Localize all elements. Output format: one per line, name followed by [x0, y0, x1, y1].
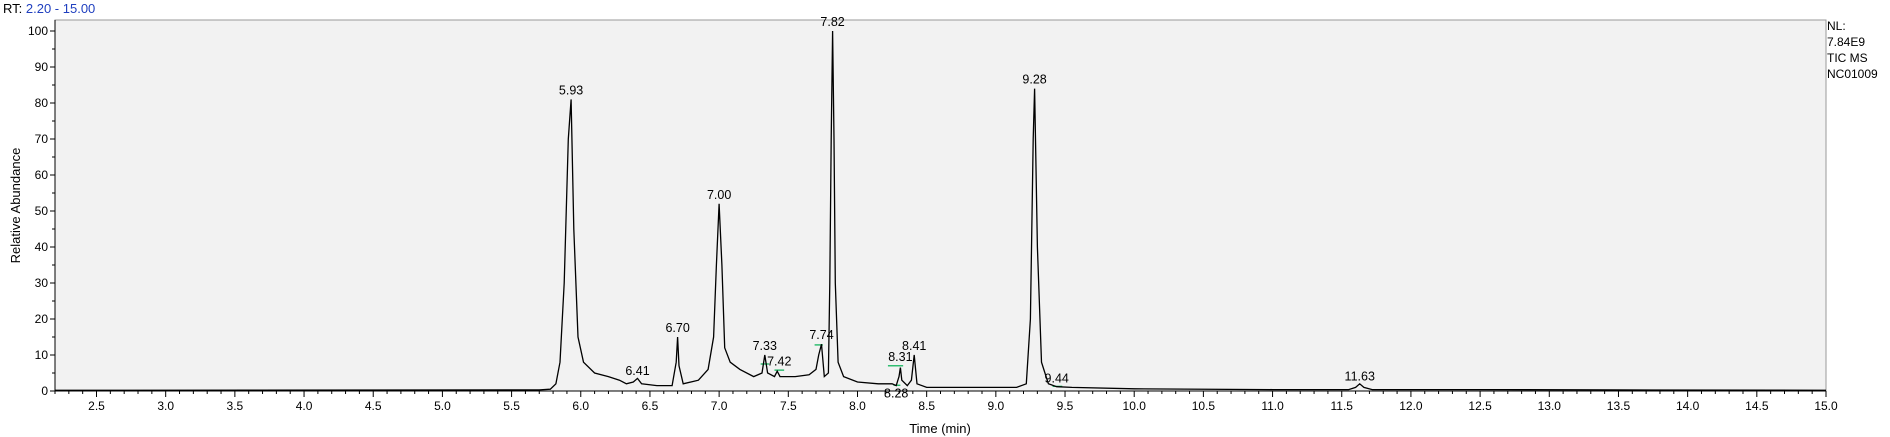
x-tick-label: 2.5	[88, 399, 105, 413]
rt-range: RT: 2.20 - 15.00	[3, 1, 95, 16]
peak-label: 5.93	[559, 83, 583, 97]
peak-labels: 5.93 6.41 6.70 7.00 7.337.42 7.74 7.82 8.31 8.28…	[559, 15, 1375, 400]
x-tick-label: 12.0	[1399, 399, 1423, 413]
peak-label: 8.41	[902, 339, 926, 353]
x-tick-label: 6.0	[572, 399, 589, 413]
peak-label: 9.28	[1022, 73, 1046, 87]
x-tick-label: 4.5	[365, 399, 382, 413]
rt-range-value: 2.20 - 15.00	[25, 1, 96, 16]
x-tick-label: 4.0	[296, 399, 313, 413]
y-tick-label: 70	[35, 132, 49, 146]
side-info-panel: NL: 7.84E9 TIC MS NC01009	[1827, 18, 1878, 82]
x-tick-label: 14.5	[1745, 399, 1769, 413]
side-info-line: NC01009	[1827, 67, 1878, 81]
x-tick-label: 8.5	[918, 399, 935, 413]
x-tick-label: 11.0	[1261, 399, 1284, 413]
x-tick-label: 15.0	[1814, 399, 1838, 413]
peak-label: 7.82	[820, 15, 844, 29]
peak-label: 6.41	[625, 364, 649, 378]
peak-label: 9.44	[1045, 371, 1069, 385]
x-tick-label: 12.5	[1468, 399, 1492, 413]
x-tick-label: 13.0	[1538, 399, 1562, 413]
peak-label: 7.00	[707, 188, 731, 202]
y-tick-label: 40	[35, 240, 49, 254]
plot-area	[54, 19, 1827, 392]
x-tick-label: 10.5	[1192, 399, 1216, 413]
x-axis: 2.5 3.0 3.5 4.0 4.5 5.0 5.5 6.0 6.5 7.0 7.5 8.0 8.5 9…	[54, 390, 1838, 413]
y-axis-title: Relative Abundance	[8, 148, 23, 264]
y-tick-label: 20	[35, 312, 49, 326]
y-tick-label: 30	[35, 276, 49, 290]
y-axis: 0 10 20 30 40 50 60 70 80 90 100	[28, 20, 56, 398]
y-tick-label: 100	[28, 24, 48, 38]
x-axis-title: Time (min)	[909, 421, 971, 436]
peak-label: 7.42	[767, 354, 791, 368]
side-info-line: TIC MS	[1827, 51, 1868, 65]
rt-range-label: RT:	[3, 1, 23, 16]
side-info-line: NL:	[1827, 19, 1846, 33]
x-tick-label: 3.5	[227, 399, 244, 413]
peak-label: 7.74	[809, 328, 833, 342]
y-tick-label: 50	[35, 204, 49, 218]
peak-label: 8.31	[888, 350, 912, 364]
y-tick-label: 60	[35, 168, 49, 182]
x-tick-label: 3.0	[157, 399, 174, 413]
side-info-line: 7.84E9	[1827, 35, 1866, 49]
x-tick-label: 6.5	[642, 399, 659, 413]
x-tick-label: 9.0	[988, 399, 1005, 413]
x-tick-label: 5.5	[503, 399, 520, 413]
peak-label: 7.33	[753, 339, 777, 353]
x-tick-label: 7.5	[780, 399, 797, 413]
x-tick-label: 13.5	[1607, 399, 1631, 413]
tic-trace	[54, 30, 1827, 391]
y-tick-label: 80	[35, 96, 49, 110]
peak-label: 11.63	[1345, 370, 1375, 384]
y-tick-label: 0	[41, 384, 48, 398]
peak-label: 6.70	[665, 321, 689, 335]
x-tick-label: 10.0	[1123, 399, 1147, 413]
y-tick-label: 10	[35, 348, 49, 362]
x-tick-label: 9.5	[1057, 399, 1074, 413]
peak-label: 8.28	[884, 386, 908, 400]
x-tick-label: 8.0	[849, 399, 866, 413]
y-tick-label: 90	[35, 60, 49, 74]
x-tick-label: 5.0	[434, 399, 451, 413]
x-tick-label: 7.0	[711, 399, 728, 413]
x-tick-label: 14.0	[1676, 399, 1700, 413]
x-tick-label: 11.5	[1331, 399, 1354, 413]
